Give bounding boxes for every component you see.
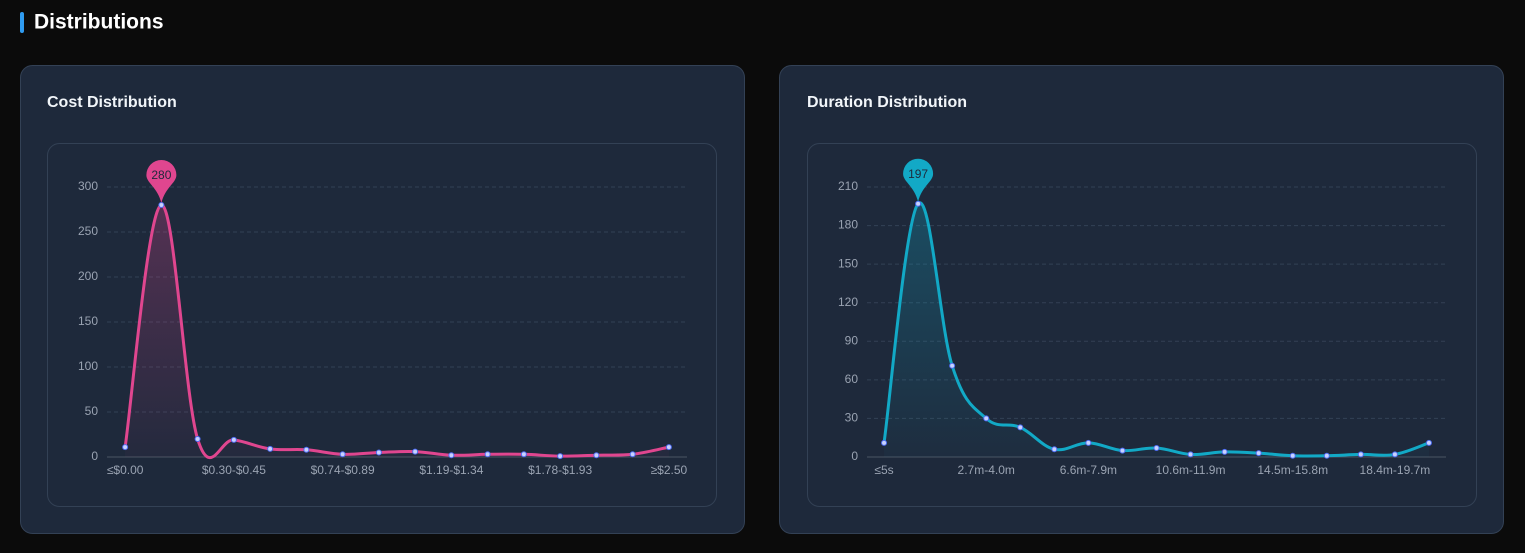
data-point bbox=[1085, 439, 1092, 446]
data-point bbox=[629, 451, 636, 458]
data-point bbox=[303, 446, 310, 453]
data-point bbox=[1051, 446, 1058, 453]
data-point bbox=[448, 452, 455, 459]
data-point bbox=[194, 436, 201, 442]
y-tick-label: 150 bbox=[838, 256, 858, 270]
area bbox=[125, 204, 669, 458]
data-point bbox=[949, 362, 956, 369]
data-point bbox=[1391, 451, 1398, 458]
x-tick-label: $1.19-$1.34 bbox=[419, 463, 483, 477]
y-tick-label: 200 bbox=[78, 269, 98, 283]
line bbox=[123, 203, 670, 459]
data-point bbox=[593, 452, 600, 459]
data-point bbox=[267, 445, 274, 452]
data-point bbox=[1187, 451, 1194, 458]
data-point bbox=[1425, 439, 1432, 446]
data-point bbox=[1255, 450, 1262, 457]
section-title: Distributions bbox=[34, 11, 164, 34]
data-point bbox=[1221, 448, 1228, 455]
data-point bbox=[484, 451, 491, 458]
x-tick-label: ≤$0.00 bbox=[107, 463, 144, 477]
data-point bbox=[915, 200, 922, 207]
data-point bbox=[665, 444, 672, 451]
max-label: 280 bbox=[151, 168, 171, 182]
card-title: Cost Distribution bbox=[47, 94, 177, 111]
data-point bbox=[1357, 451, 1364, 458]
y-tick-label: 180 bbox=[838, 218, 858, 232]
card-title: Duration Distribution bbox=[807, 94, 967, 111]
x-tick-label: 18.4m-19.7m bbox=[1360, 463, 1431, 477]
x-tick-label: $0.74-$0.89 bbox=[311, 463, 375, 477]
data-point bbox=[122, 444, 129, 451]
y-tick-label: 50 bbox=[85, 404, 99, 418]
data-point bbox=[412, 448, 419, 455]
max-marker bbox=[146, 160, 177, 203]
x-tick-label: 10.6m-11.9m bbox=[1156, 463, 1226, 477]
data-point bbox=[557, 453, 564, 460]
x-tick-label: 2.7m-4.0m bbox=[958, 463, 1015, 477]
header-accent bbox=[20, 12, 24, 33]
data-point bbox=[230, 436, 237, 443]
data-point bbox=[1119, 447, 1126, 454]
x-tick-label: 6.6m-7.9m bbox=[1060, 463, 1117, 477]
chart-frame bbox=[47, 143, 717, 507]
y-tick-label: 120 bbox=[838, 295, 858, 309]
y-tick-label: 250 bbox=[78, 224, 98, 238]
x-tick-label: 14.5m-15.8m bbox=[1257, 463, 1328, 477]
y-tick-label: 30 bbox=[845, 411, 859, 425]
y-tick-label: 210 bbox=[838, 179, 858, 193]
y-tick-label: 60 bbox=[845, 372, 859, 386]
data-point bbox=[339, 451, 346, 458]
data-point bbox=[983, 415, 990, 422]
data-point bbox=[1323, 452, 1330, 459]
data-point bbox=[1153, 445, 1160, 451]
y-tick-label: 300 bbox=[78, 179, 98, 193]
y-tick-label: 90 bbox=[845, 333, 859, 347]
y-tick-label: 150 bbox=[78, 314, 98, 328]
max-marker bbox=[903, 158, 934, 202]
data-point bbox=[1017, 424, 1024, 431]
max-label: 197 bbox=[908, 167, 928, 181]
data-point bbox=[158, 202, 165, 208]
y-tick-label: 0 bbox=[851, 449, 858, 463]
area bbox=[884, 202, 1429, 457]
x-tick-label: ≥$2.50 bbox=[651, 463, 688, 477]
y-tick-label: 100 bbox=[78, 359, 98, 373]
x-tick-label: $0.30-$0.45 bbox=[202, 463, 266, 477]
x-tick-label: ≤5s bbox=[874, 463, 893, 477]
data-point bbox=[520, 451, 527, 458]
x-tick-label: $1.78-$1.93 bbox=[528, 463, 592, 477]
data-point bbox=[881, 439, 888, 446]
data-point bbox=[1289, 452, 1296, 459]
y-tick-label: 0 bbox=[91, 449, 98, 463]
data-point bbox=[375, 449, 382, 456]
